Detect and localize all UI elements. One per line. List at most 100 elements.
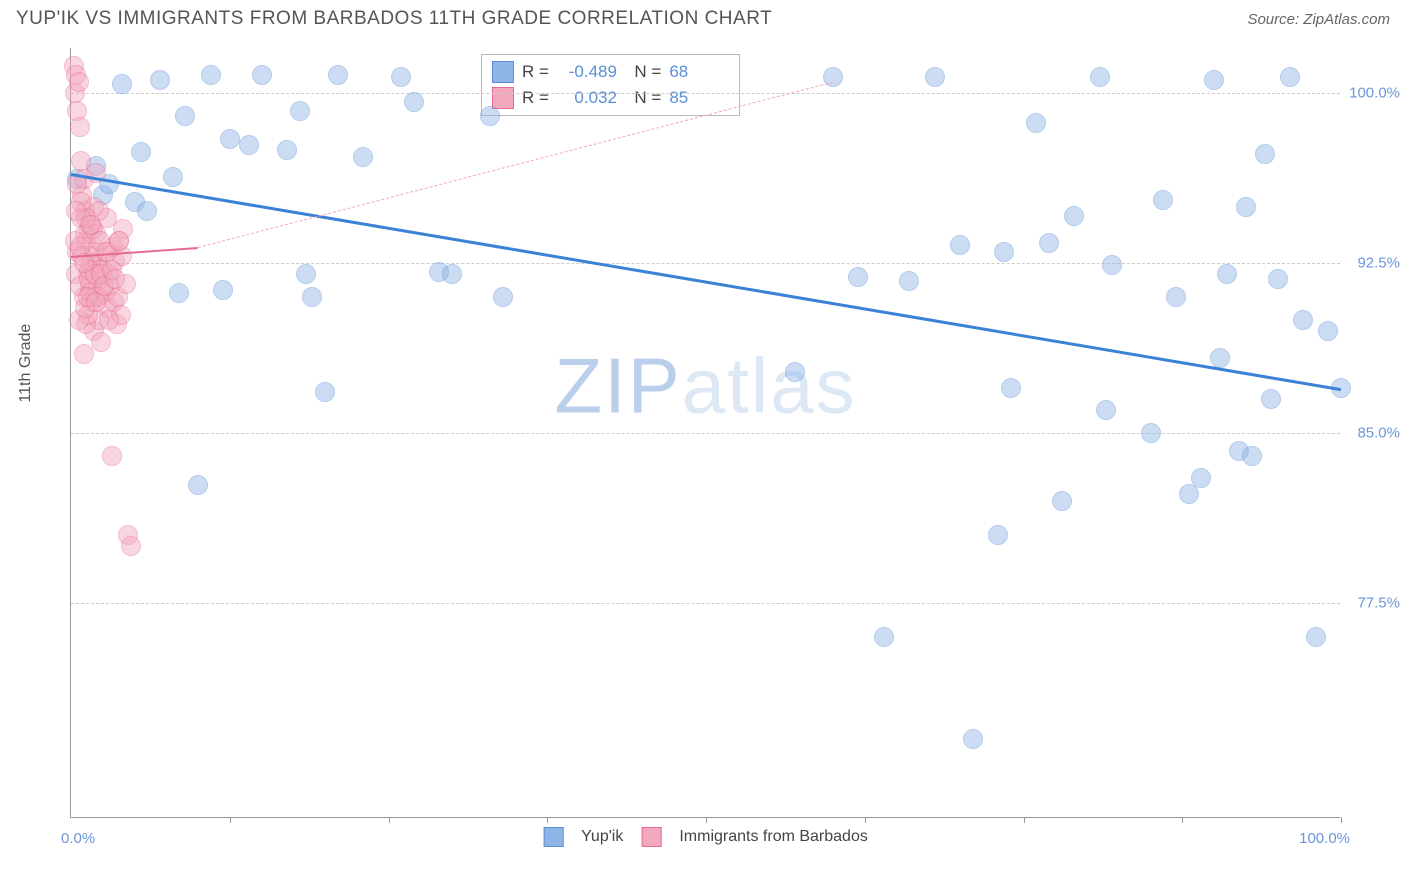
data-point <box>1268 269 1288 289</box>
legend-swatch <box>641 827 661 847</box>
data-point <box>480 106 500 126</box>
data-point <box>493 287 513 307</box>
data-point <box>988 525 1008 545</box>
x-tick <box>706 817 707 823</box>
data-point <box>1001 378 1021 398</box>
data-point <box>137 201 157 221</box>
data-point <box>963 729 983 749</box>
y-tick-label: 100.0% <box>1349 85 1400 102</box>
data-point <box>404 92 424 112</box>
data-point <box>169 283 189 303</box>
legend-r-value: 0.032 <box>557 88 617 108</box>
x-tick <box>547 817 548 823</box>
data-point <box>112 74 132 94</box>
correlation-legend: R = -0.489 N = 68 R = 0.032 N = 85 <box>481 54 740 116</box>
legend-swatch <box>492 87 514 109</box>
data-point <box>1236 197 1256 217</box>
data-point <box>848 267 868 287</box>
x-tick <box>389 817 390 823</box>
data-point <box>1318 321 1338 341</box>
data-point <box>442 264 462 284</box>
data-point <box>328 65 348 85</box>
data-point <box>1179 484 1199 504</box>
data-point <box>1204 70 1224 90</box>
legend-r-label: R = <box>522 88 549 108</box>
data-point <box>70 117 90 137</box>
legend-swatch <box>543 827 563 847</box>
data-point <box>150 70 170 90</box>
data-point <box>91 332 111 352</box>
legend-r-value: -0.489 <box>557 62 617 82</box>
data-point <box>1039 233 1059 253</box>
trend-line <box>71 173 1341 391</box>
y-tick-label: 85.0% <box>1357 425 1400 442</box>
data-point <box>391 67 411 87</box>
data-point <box>950 235 970 255</box>
data-point <box>213 280 233 300</box>
data-point <box>1090 67 1110 87</box>
x-tick <box>1024 817 1025 823</box>
data-point <box>131 142 151 162</box>
data-point <box>74 344 94 364</box>
data-point <box>785 362 805 382</box>
data-point <box>201 65 221 85</box>
data-point <box>102 446 122 466</box>
data-point <box>1217 264 1237 284</box>
series-legend: Yup'ik Immigrants from Barbados <box>543 827 868 847</box>
gridline <box>71 603 1340 604</box>
data-point <box>1064 206 1084 226</box>
legend-n-label: N = <box>625 88 661 108</box>
data-point <box>1166 287 1186 307</box>
data-point <box>105 269 125 289</box>
data-point <box>925 67 945 87</box>
watermark-part2: atlas <box>682 342 857 430</box>
scatter-chart: 11th Grade ZIPatlas 0.0% 100.0% R =-0.48… <box>70 48 1340 818</box>
data-point <box>109 231 129 251</box>
data-point <box>1102 255 1122 275</box>
data-point <box>899 271 919 291</box>
legend-series-name: Yup'ik <box>581 828 623 846</box>
source-label: Source: ZipAtlas.com <box>1247 11 1390 28</box>
data-point <box>1210 348 1230 368</box>
y-tick-label: 92.5% <box>1357 255 1400 272</box>
legend-n-value: 68 <box>669 62 729 82</box>
data-point <box>353 147 373 167</box>
data-point <box>290 101 310 121</box>
watermark-part1: ZIP <box>554 342 681 430</box>
legend-row: R =-0.489 N =68 <box>492 59 729 85</box>
gridline <box>71 263 1340 264</box>
data-point <box>1096 400 1116 420</box>
x-tick <box>865 817 866 823</box>
legend-row: R = 0.032 N = 85 <box>492 85 729 111</box>
x-tick <box>230 817 231 823</box>
legend-r-label: R = <box>522 62 549 82</box>
data-point <box>99 310 119 330</box>
x-axis-max-label: 100.0% <box>1299 830 1350 847</box>
gridline <box>71 93 1340 94</box>
data-point <box>994 242 1014 262</box>
data-point <box>121 536 141 556</box>
data-point <box>1141 423 1161 443</box>
data-point <box>1191 468 1211 488</box>
x-axis-min-label: 0.0% <box>61 830 95 847</box>
data-point <box>874 627 894 647</box>
y-tick-label: 77.5% <box>1357 594 1400 611</box>
data-point <box>239 135 259 155</box>
data-point <box>1255 144 1275 164</box>
header: YUP'IK VS IMMIGRANTS FROM BARBADOS 11TH … <box>0 0 1406 34</box>
data-point <box>302 287 322 307</box>
data-point <box>1293 310 1313 330</box>
data-point <box>188 475 208 495</box>
data-point <box>1153 190 1173 210</box>
x-tick <box>1341 817 1342 823</box>
data-point <box>1261 389 1281 409</box>
chart-title: YUP'IK VS IMMIGRANTS FROM BARBADOS 11TH … <box>16 8 772 30</box>
legend-n-value: 85 <box>669 88 729 108</box>
data-point <box>1026 113 1046 133</box>
data-point <box>81 215 101 235</box>
legend-series-name: Immigrants from Barbados <box>679 828 868 846</box>
x-tick <box>1182 817 1183 823</box>
data-point <box>1306 627 1326 647</box>
data-point <box>1280 67 1300 87</box>
y-axis-title: 11th Grade <box>17 323 35 402</box>
